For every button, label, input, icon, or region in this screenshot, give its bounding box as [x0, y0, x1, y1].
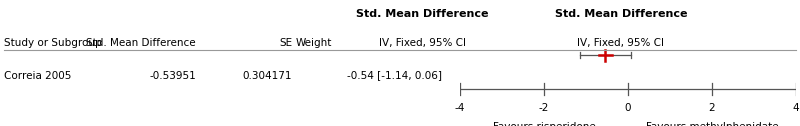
- Text: 2: 2: [709, 103, 715, 113]
- Text: Correia 2005: Correia 2005: [4, 71, 71, 81]
- Text: 0: 0: [625, 103, 631, 113]
- Text: Std. Mean Difference: Std. Mean Difference: [554, 9, 687, 19]
- Text: Weight: Weight: [296, 38, 332, 48]
- Text: Study or Subgroup: Study or Subgroup: [4, 38, 102, 48]
- Text: Std. Mean Difference: Std. Mean Difference: [356, 9, 489, 19]
- Text: -4: -4: [455, 103, 465, 113]
- Text: -2: -2: [539, 103, 549, 113]
- Text: Favours risperidone: Favours risperidone: [493, 122, 595, 126]
- Text: Std. Mean Difference: Std. Mean Difference: [86, 38, 196, 48]
- Text: 4: 4: [793, 103, 799, 113]
- Text: Favours methylphenidate: Favours methylphenidate: [646, 122, 778, 126]
- Text: -0.53951: -0.53951: [150, 71, 196, 81]
- Text: 0.304171: 0.304171: [242, 71, 292, 81]
- Text: IV, Fixed, 95% CI: IV, Fixed, 95% CI: [379, 38, 466, 48]
- Text: IV, Fixed, 95% CI: IV, Fixed, 95% CI: [578, 38, 664, 48]
- Text: SE: SE: [279, 38, 292, 48]
- Text: -0.54 [-1.14, 0.06]: -0.54 [-1.14, 0.06]: [347, 71, 442, 81]
